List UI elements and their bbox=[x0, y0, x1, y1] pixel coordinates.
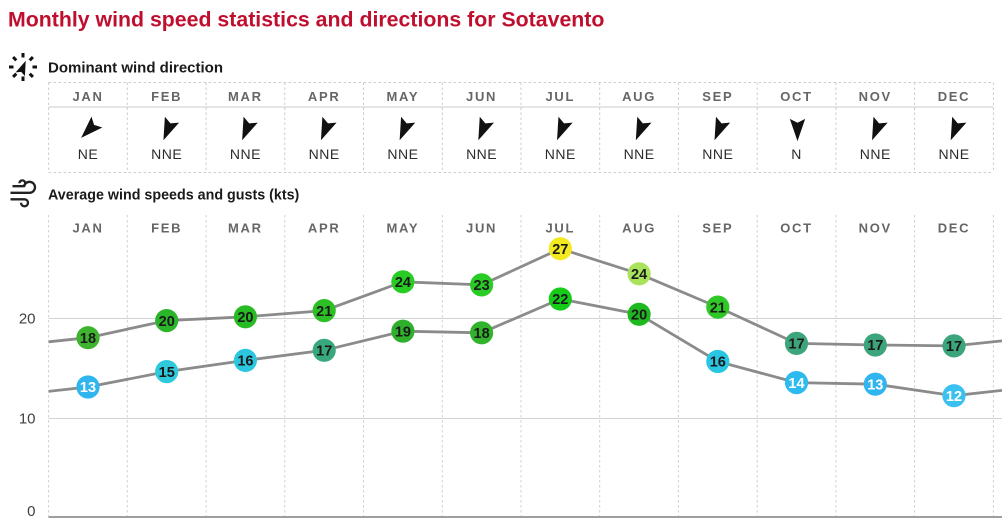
svg-text:AUG: AUG bbox=[622, 89, 656, 104]
svg-text:NNE: NNE bbox=[387, 146, 418, 162]
svg-text:FEB: FEB bbox=[151, 221, 182, 236]
svg-text:10: 10 bbox=[19, 410, 36, 427]
svg-text:MAY: MAY bbox=[387, 89, 420, 104]
svg-text:JAN: JAN bbox=[72, 89, 103, 104]
svg-text:NNE: NNE bbox=[309, 146, 340, 162]
svg-text:DEC: DEC bbox=[938, 221, 971, 236]
svg-text:NNE: NNE bbox=[545, 146, 576, 162]
svg-text:18: 18 bbox=[80, 331, 96, 347]
svg-text:SEP: SEP bbox=[702, 221, 733, 236]
svg-text:20: 20 bbox=[159, 314, 175, 330]
svg-text:AUG: AUG bbox=[622, 221, 656, 236]
svg-text:17: 17 bbox=[946, 339, 962, 355]
svg-text:0: 0 bbox=[27, 503, 35, 520]
svg-text:14: 14 bbox=[788, 376, 804, 392]
svg-text:NOV: NOV bbox=[859, 221, 892, 236]
svg-text:17: 17 bbox=[316, 344, 332, 360]
svg-text:JUN: JUN bbox=[466, 221, 497, 236]
svg-text:23: 23 bbox=[474, 278, 490, 294]
svg-text:Dominant wind direction: Dominant wind direction bbox=[48, 60, 223, 77]
svg-text:NOV: NOV bbox=[859, 89, 892, 104]
svg-text:JUN: JUN bbox=[466, 89, 497, 104]
svg-text:20: 20 bbox=[19, 310, 36, 327]
svg-text:21: 21 bbox=[710, 300, 726, 316]
svg-text:NE: NE bbox=[78, 146, 98, 162]
svg-text:16: 16 bbox=[237, 354, 253, 370]
svg-text:18: 18 bbox=[474, 326, 490, 342]
svg-text:27: 27 bbox=[552, 242, 568, 258]
svg-text:15: 15 bbox=[159, 365, 175, 381]
svg-text:20: 20 bbox=[631, 308, 647, 324]
svg-text:Monthly wind speed statistics: Monthly wind speed statistics and direct… bbox=[8, 8, 604, 32]
svg-text:NNE: NNE bbox=[466, 146, 497, 162]
svg-text:19: 19 bbox=[395, 324, 411, 340]
svg-text:NNE: NNE bbox=[938, 146, 969, 162]
svg-text:24: 24 bbox=[631, 267, 647, 283]
svg-text:APR: APR bbox=[308, 221, 341, 236]
svg-text:Average wind speeds and gusts: Average wind speeds and gusts (kts) bbox=[48, 188, 300, 204]
svg-text:MAY: MAY bbox=[387, 221, 420, 236]
svg-text:FEB: FEB bbox=[151, 89, 182, 104]
svg-text:NNE: NNE bbox=[230, 146, 261, 162]
svg-text:NNE: NNE bbox=[860, 146, 891, 162]
svg-text:NNE: NNE bbox=[151, 146, 182, 162]
svg-text:JAN: JAN bbox=[72, 221, 103, 236]
svg-text:JUL: JUL bbox=[545, 221, 575, 236]
svg-text:20: 20 bbox=[237, 310, 253, 326]
svg-text:NNE: NNE bbox=[624, 146, 655, 162]
svg-text:16: 16 bbox=[710, 355, 726, 371]
svg-text:12: 12 bbox=[946, 389, 962, 405]
svg-text:21: 21 bbox=[316, 304, 332, 320]
svg-text:SEP: SEP bbox=[702, 89, 733, 104]
svg-text:13: 13 bbox=[80, 380, 96, 396]
svg-text:JUL: JUL bbox=[545, 89, 575, 104]
svg-text:OCT: OCT bbox=[780, 89, 813, 104]
svg-text:MAR: MAR bbox=[228, 89, 263, 104]
svg-text:APR: APR bbox=[308, 89, 341, 104]
svg-text:17: 17 bbox=[788, 337, 804, 353]
svg-text:17: 17 bbox=[867, 338, 883, 354]
svg-text:N: N bbox=[791, 146, 802, 162]
svg-text:MAR: MAR bbox=[228, 221, 263, 236]
svg-text:DEC: DEC bbox=[938, 89, 971, 104]
svg-text:13: 13 bbox=[867, 377, 883, 393]
svg-text:24: 24 bbox=[395, 275, 411, 291]
svg-text:OCT: OCT bbox=[780, 221, 813, 236]
svg-text:NNE: NNE bbox=[702, 146, 733, 162]
svg-text:22: 22 bbox=[552, 292, 568, 308]
